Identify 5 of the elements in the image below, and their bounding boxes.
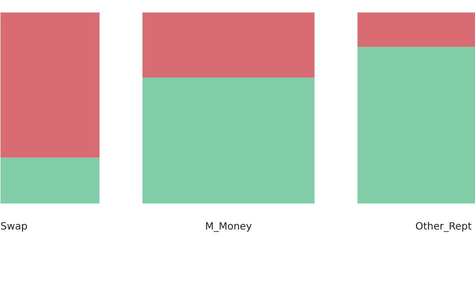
bar [358,46,475,204]
x-tick-label: M_Money [205,222,252,232]
x-tick-label: Swap [0,222,28,232]
x-tick-label: Other_Rept [415,222,472,232]
bar [358,12,475,47]
